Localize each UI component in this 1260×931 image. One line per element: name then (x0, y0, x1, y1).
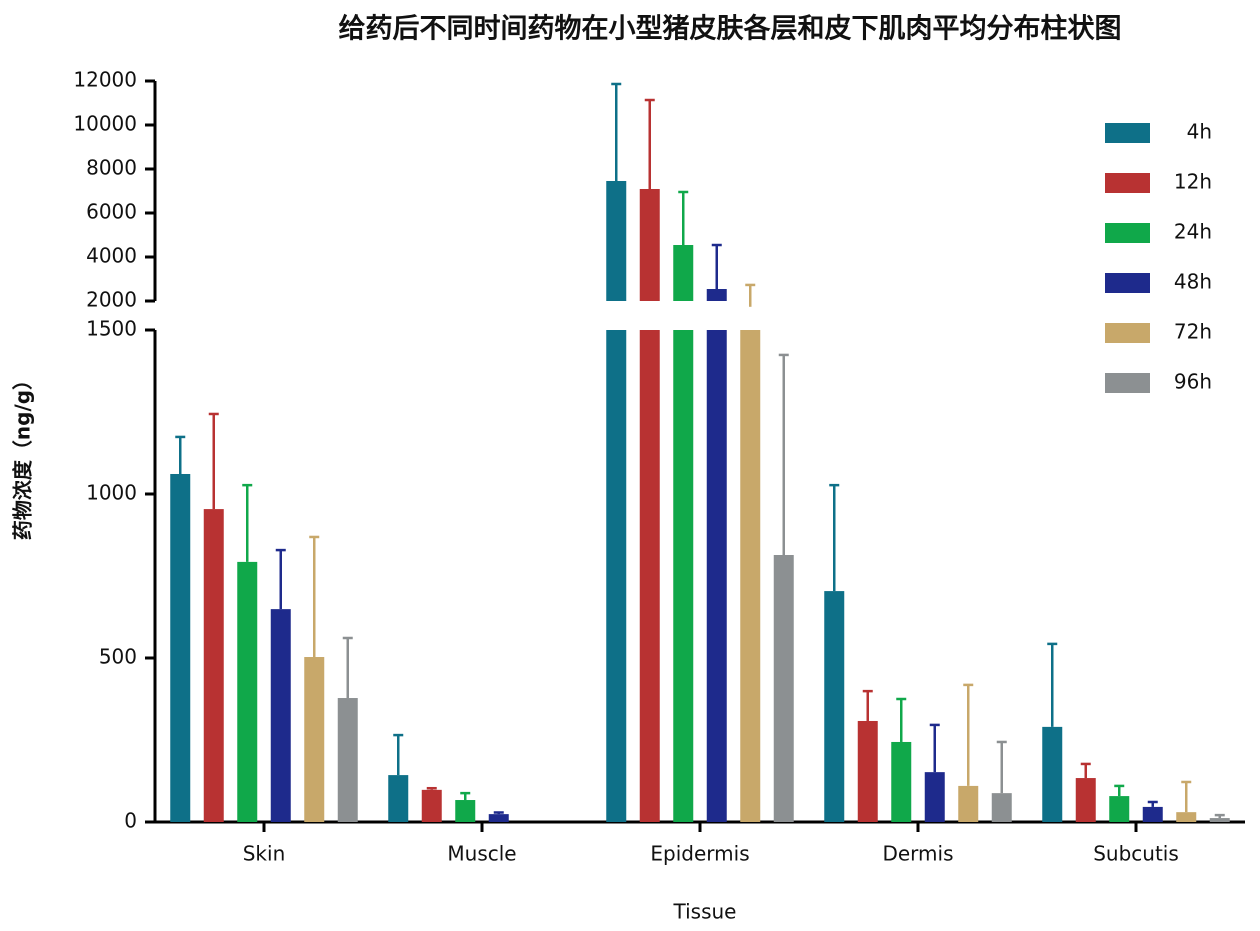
y-tick-label: 4000 (86, 244, 137, 268)
bar (1042, 726, 1063, 822)
legend-swatch (1105, 223, 1150, 243)
bar (857, 720, 878, 822)
x-tick-label: Skin (243, 842, 286, 866)
bar-upper (706, 289, 727, 301)
legend-label: 96h (1174, 370, 1212, 394)
legend-label: 12h (1174, 170, 1212, 194)
bar (1109, 796, 1130, 822)
bar (639, 330, 660, 822)
legend-swatch (1105, 173, 1150, 193)
bar (958, 785, 979, 822)
legend-label: 48h (1174, 270, 1212, 294)
x-tick-label: Epidermis (650, 842, 749, 866)
bar (304, 657, 325, 822)
bar (421, 789, 442, 822)
bar (1075, 778, 1096, 822)
y-axis-label: 药物浓度（ng/g） (11, 370, 35, 540)
bar-upper (639, 188, 660, 301)
bar-upper (673, 245, 694, 301)
legend-swatch (1105, 323, 1150, 343)
bar (824, 591, 845, 822)
y-tick-label: 12000 (73, 68, 137, 92)
y-tick-label: 1500 (86, 317, 137, 341)
bar (237, 561, 258, 822)
chart-title: 给药后不同时间药物在小型猪皮肤各层和皮下肌肉平均分布柱状图 (339, 13, 1122, 45)
bar (203, 509, 224, 822)
legend-label: 72h (1174, 320, 1212, 344)
bar (488, 814, 509, 822)
bar (455, 800, 476, 822)
bar-upper (606, 180, 627, 301)
bar (1142, 806, 1163, 822)
y-tick-label: 2000 (86, 288, 137, 312)
bar (606, 330, 627, 822)
legend-swatch (1105, 373, 1150, 393)
bar (337, 698, 358, 822)
y-tick-label: 1000 (86, 481, 137, 505)
x-tick-label: Dermis (882, 842, 953, 866)
bar (740, 330, 761, 822)
bar (773, 555, 794, 822)
bar (1176, 812, 1197, 822)
bar (706, 330, 727, 822)
legend-label: 4h (1187, 120, 1212, 144)
bar (170, 473, 191, 822)
bar (1209, 818, 1230, 822)
y-tick-label: 0 (124, 809, 137, 833)
y-tick-label: 500 (99, 645, 137, 669)
y-tick-label: 10000 (73, 112, 137, 136)
y-tick-label: 8000 (86, 156, 137, 180)
bar (891, 741, 912, 822)
x-tick-label: Muscle (447, 842, 516, 866)
bar (991, 793, 1012, 822)
x-tick-label: Subcutis (1093, 842, 1179, 866)
x-axis-label: Tissue (673, 900, 737, 924)
legend-swatch (1105, 273, 1150, 293)
bar (270, 609, 291, 822)
y-tick-label: 6000 (86, 200, 137, 224)
bar (673, 330, 694, 822)
legend-swatch (1105, 123, 1150, 143)
legend-label: 24h (1174, 220, 1212, 244)
bar (924, 772, 945, 822)
bar (388, 775, 409, 822)
